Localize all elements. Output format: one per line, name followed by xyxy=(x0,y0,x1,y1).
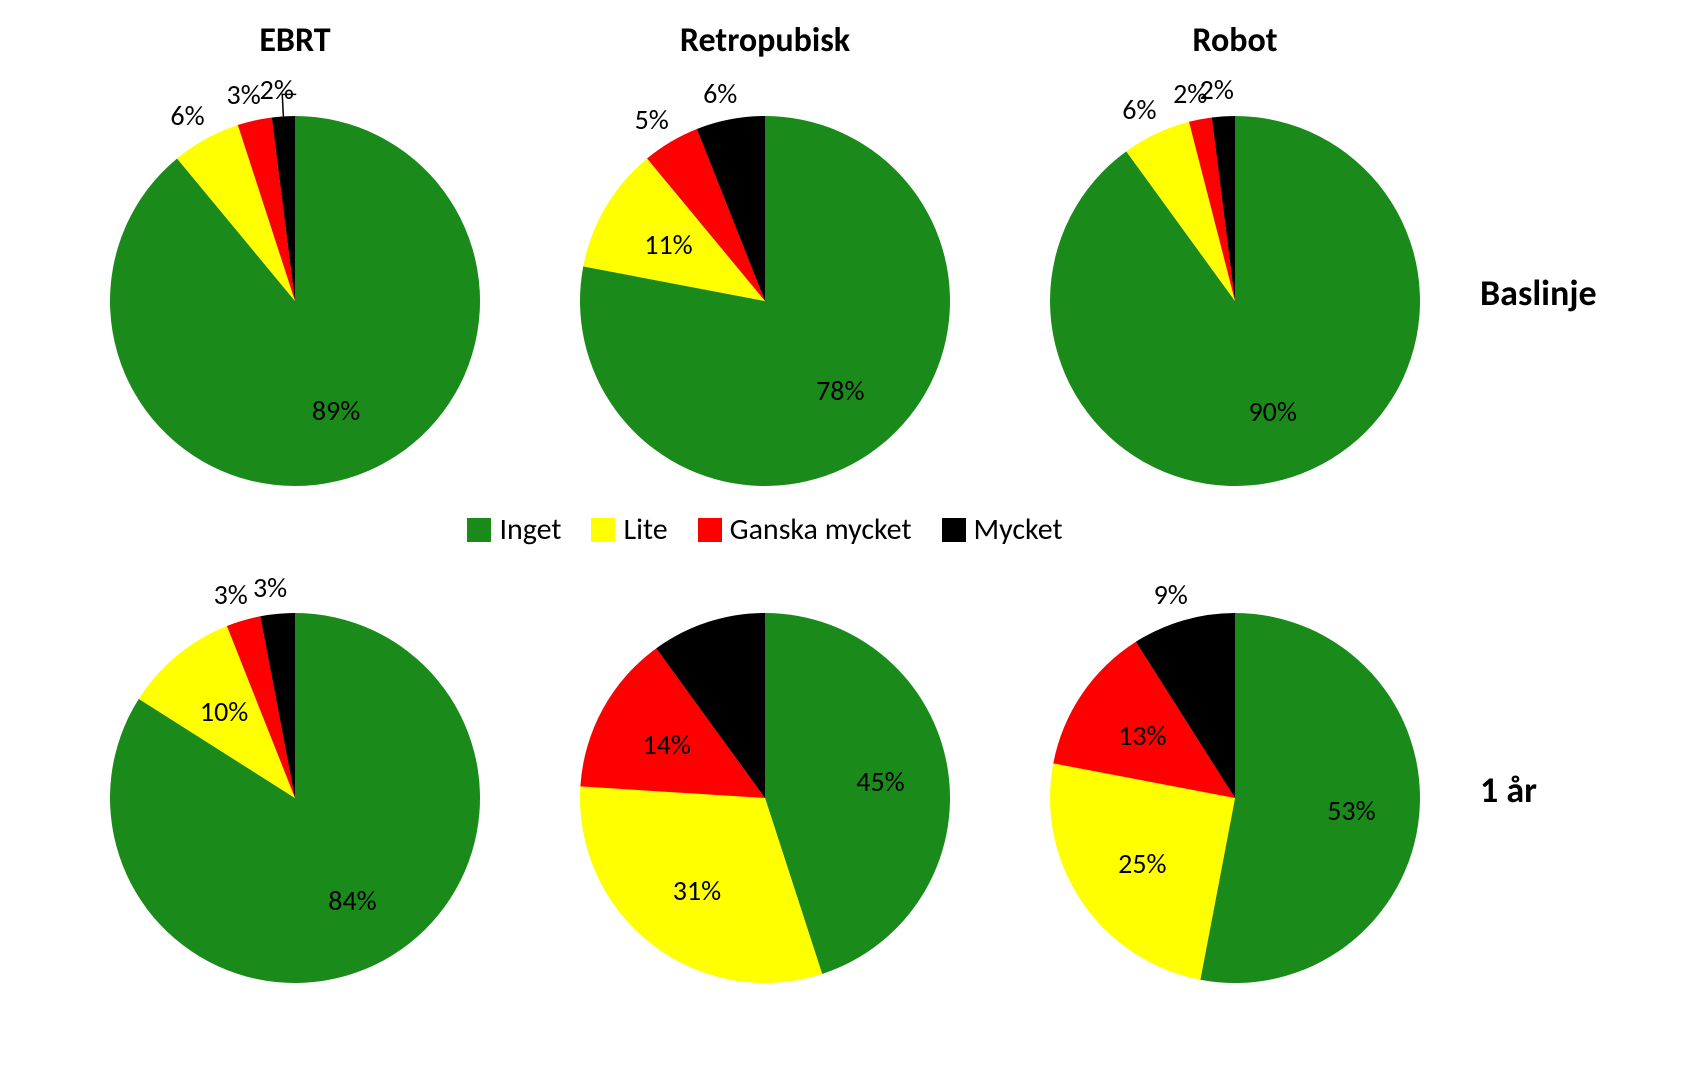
legend-swatch xyxy=(591,518,615,542)
slice-label: 2% xyxy=(260,72,294,107)
slice-label: 5% xyxy=(635,102,669,137)
pie-svg xyxy=(530,61,1000,501)
col-header-0: EBRT xyxy=(60,20,530,61)
slice-label: 89% xyxy=(312,393,360,428)
col-header-2: Robot xyxy=(1000,20,1470,61)
legend-label: Inget xyxy=(499,511,561,548)
slice-label: 53% xyxy=(1327,793,1375,828)
slice-label: 14% xyxy=(642,727,690,762)
legend-item: Inget xyxy=(467,511,561,548)
slice-label: 3% xyxy=(227,77,261,112)
pie-svg xyxy=(1000,61,1470,501)
slice-label: 6% xyxy=(170,98,204,133)
slice-label: 6% xyxy=(703,76,737,111)
legend-label: Mycket xyxy=(974,511,1063,548)
slice-label: 6% xyxy=(1122,92,1156,127)
slice-label: 11% xyxy=(644,227,692,262)
slice-label: 13% xyxy=(1118,718,1166,753)
slice-label: 90% xyxy=(1248,394,1296,429)
column-headers: EBRT Retropubisk Robot xyxy=(60,20,1660,61)
pie-cell: 89% 6% 3%2% xyxy=(60,61,530,501)
legend-item: Ganska mycket xyxy=(698,511,912,548)
pie-cell: 45% 31% 14% xyxy=(530,558,1000,998)
chart-grid: 89%6%3%2%78%11%5%6%90%6%2%2%BaslinjeInge… xyxy=(20,61,1660,998)
pie-cell: 53% 25% 13% 9% xyxy=(1000,558,1470,998)
pie-cell: 84% 10% 3%3% xyxy=(60,558,530,998)
legend-label: Lite xyxy=(623,511,667,548)
legend-swatch xyxy=(942,518,966,542)
slice-label: 78% xyxy=(816,373,864,408)
row-label: Baslinje xyxy=(1480,271,1660,315)
slice-label: 3% xyxy=(253,570,287,605)
pie-svg xyxy=(60,558,530,998)
legend-item: Mycket xyxy=(942,511,1063,548)
legend-label: Ganska mycket xyxy=(730,511,912,548)
legend-item: Lite xyxy=(591,511,667,548)
row-label: 1 år xyxy=(1480,768,1660,812)
chart-row: 89%6%3%2%78%11%5%6%90%6%2%2%Baslinje xyxy=(60,61,1660,501)
slice-label: 9% xyxy=(1154,577,1188,612)
legend: Inget Lite Ganska mycket Mycket xyxy=(60,511,1470,548)
col-header-1: Retropubisk xyxy=(530,20,1000,61)
pie-svg xyxy=(1000,558,1470,998)
slice-label: 84% xyxy=(328,883,376,918)
slice-label: 45% xyxy=(856,764,904,799)
chart-row: 84% 10% 3%3% 45% 31% 14% 53% 25% 13% 9% 1 år xyxy=(60,558,1660,998)
pie-cell: 78% 11% 5% 6% xyxy=(530,61,1000,501)
pie-chart-grid: EBRT Retropubisk Robot 89%6%3%2%78%11%5%… xyxy=(20,20,1660,998)
slice-label: 25% xyxy=(1118,846,1166,881)
slice-label: 31% xyxy=(673,873,721,908)
legend-swatch xyxy=(698,518,722,542)
legend-swatch xyxy=(467,518,491,542)
pie-cell: 90%6%2%2% xyxy=(1000,61,1470,501)
pie-svg xyxy=(60,61,530,501)
pie-svg xyxy=(530,558,1000,998)
slice-label: 10% xyxy=(200,694,248,729)
slice-label: 2% xyxy=(1200,72,1234,107)
slice-label: 3% xyxy=(214,577,248,612)
